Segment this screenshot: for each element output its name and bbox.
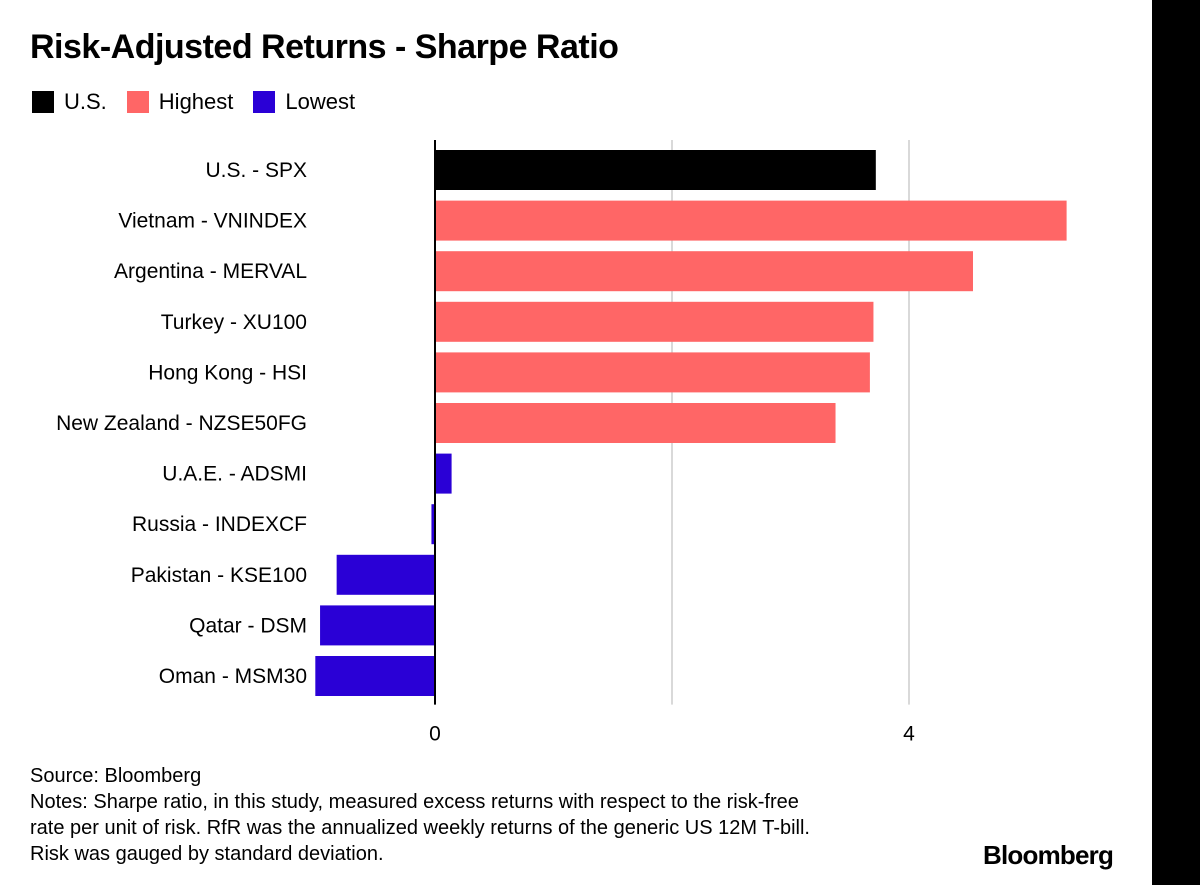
bar-5 <box>435 403 836 443</box>
notes-line-3: Risk was gauged by standard deviation. <box>30 843 384 865</box>
chart-title: Risk-Adjusted Returns - Sharpe Ratio <box>30 28 619 66</box>
tick-label-2: 4 <box>903 723 915 746</box>
category-label-3: Turkey - XU100 <box>161 311 307 334</box>
bloomberg-logo: Bloomberg <box>983 840 1114 870</box>
bar-0 <box>435 150 876 190</box>
bar-9 <box>320 605 435 646</box>
category-label-9: Qatar - DSM <box>189 614 307 637</box>
bar-1 <box>435 200 1067 241</box>
category-label-7: Russia - INDEXCF <box>132 513 307 536</box>
category-label-4: Hong Kong - HSI <box>148 361 307 384</box>
legend-label-us: U.S. <box>64 89 107 114</box>
bar-4 <box>435 352 870 393</box>
bar-10 <box>315 656 435 696</box>
bar-2 <box>435 251 973 292</box>
source-text: Source: Bloomberg <box>30 765 202 787</box>
category-label-5: New Zealand - NZSE50FG <box>56 412 307 435</box>
legend-swatch-lowest <box>253 91 276 113</box>
legend-swatch-highest <box>126 91 149 113</box>
legend-item-us: U.S. <box>32 89 107 115</box>
category-label-2: Argentina - MERVAL <box>114 260 307 283</box>
legend-label-lowest: Lowest <box>285 89 356 114</box>
category-label-0: U.S. - SPX <box>205 159 307 182</box>
right-edge-bar <box>1152 0 1200 885</box>
bar-7 <box>431 504 435 545</box>
legend-item-lowest: Lowest <box>253 89 355 115</box>
bar-chart: U.S. - SPX Vietnam - VNINDEX Argentina - M… <box>56 140 1067 746</box>
notes-line-2: rate per unit of risk. RfR was the annua… <box>30 817 810 839</box>
footer: Source: Bloomberg Notes: Sharpe ratio, i… <box>30 763 810 867</box>
legend-label-highest: Highest <box>158 89 234 114</box>
legend: U.S. Highest Lowest <box>32 89 375 115</box>
category-label-8: Pakistan - KSE100 <box>131 564 307 587</box>
category-label-6: U.A.E. - ADSMI <box>162 463 307 486</box>
notes-line-1: Notes: Sharpe ratio, in this study, meas… <box>30 791 799 813</box>
legend-swatch-us <box>32 91 54 113</box>
bar-8 <box>336 554 435 595</box>
bar-3 <box>435 301 874 342</box>
bar-6 <box>435 453 452 494</box>
legend-item-highest: Highest <box>126 89 234 115</box>
tick-label-0: 0 <box>429 723 441 746</box>
category-label-1: Vietnam - VNINDEX <box>118 210 307 233</box>
category-label-10: Oman - MSM30 <box>159 665 307 688</box>
